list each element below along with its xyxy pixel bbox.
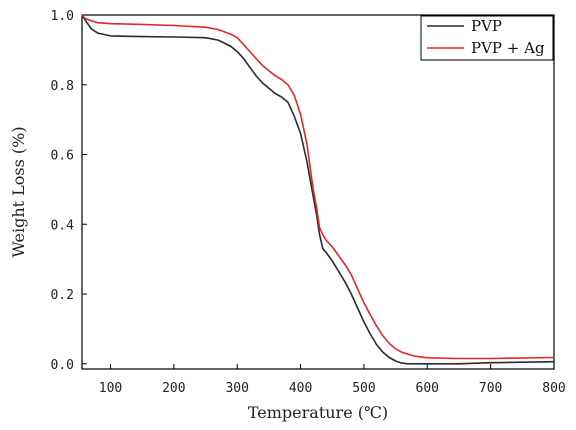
y-tick-label: 0.6 [51, 149, 74, 164]
x-tick-label: 300 [225, 381, 248, 396]
series-line-pvp [81, 14, 555, 365]
x-tick-label: 100 [99, 381, 122, 396]
y-tick-label: 0.0 [51, 358, 74, 373]
legend-box [420, 15, 554, 61]
legend-label-pvp: PVP [471, 17, 502, 35]
x-tick-label: 800 [542, 381, 565, 396]
x-tick-label: 200 [162, 381, 185, 396]
plot-frame [81, 14, 555, 370]
x-axis-title: Temperature (℃) [248, 403, 388, 422]
y-tick-label: 0.2 [51, 288, 74, 303]
legend: PVP PVP + Ag [420, 15, 554, 61]
series-lines [81, 14, 555, 365]
x-tick-label: 700 [479, 381, 502, 396]
y-tick-label: 0.4 [51, 218, 75, 233]
x-tick-label: 400 [289, 381, 312, 396]
legend-label-pvp-ag: PVP + Ag [471, 39, 545, 57]
y-axis-ticks: 0.0 0.2 0.4 0.6 0.8 1.0 [51, 9, 87, 373]
x-axis-ticks: 100 200 300 400 500 600 700 800 [99, 364, 566, 396]
y-tick-label: 1.0 [51, 9, 74, 24]
x-tick-label: 500 [352, 381, 375, 396]
y-axis-title: Weight Loss (%) [9, 126, 28, 257]
series-line-pvp-ag [81, 14, 555, 360]
y-tick-label: 0.8 [51, 79, 74, 94]
x-tick-label: 600 [416, 381, 439, 396]
